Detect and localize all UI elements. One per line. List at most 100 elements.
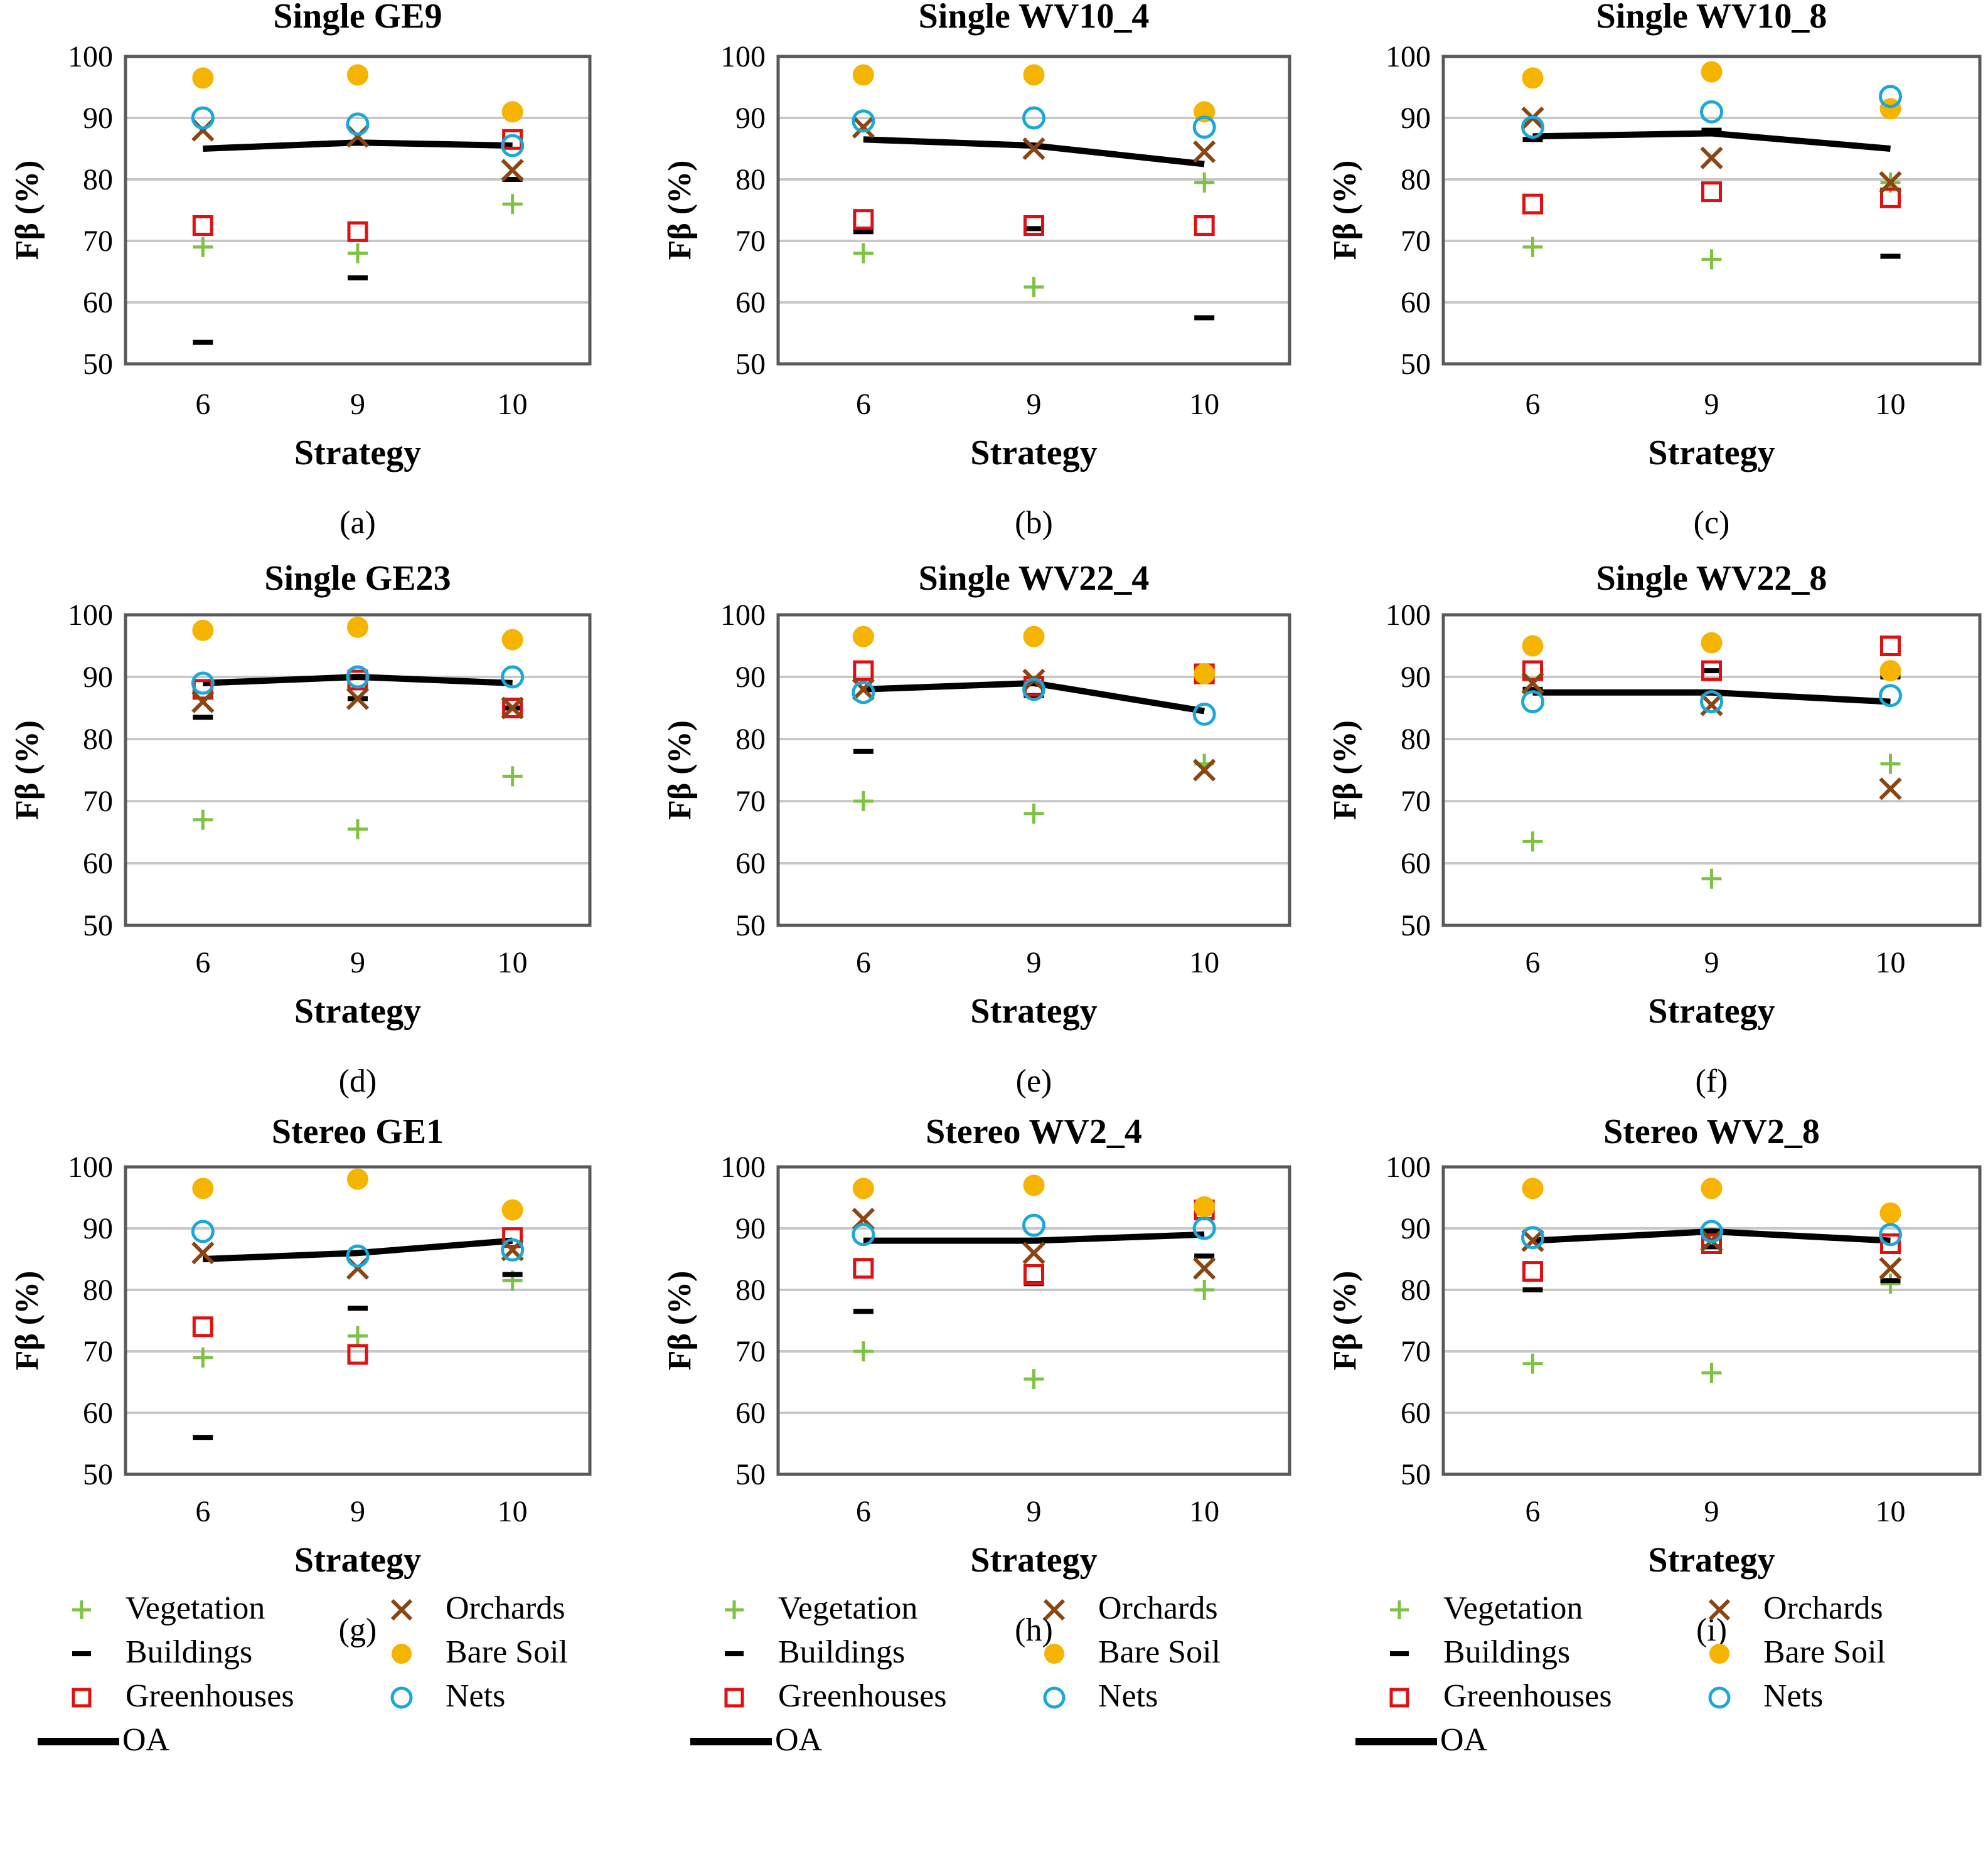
legend-item-vegetation: Vegetation [725,1590,917,1626]
legend-item-orchards: Orchards [1043,1590,1218,1626]
point-vegetation [853,1341,874,1361]
legend-item-nets: Nets [390,1678,505,1714]
legend-marker-vegetation [1390,1600,1409,1619]
x-tick-label: 10 [1876,388,1906,421]
point-bare-soil [852,1178,874,1200]
legend-label: Buildings [126,1634,252,1670]
point-nets [346,112,370,136]
point-buildings [853,748,874,754]
point-buildings [1023,226,1044,231]
point-orchards [1700,146,1723,169]
point-nets [1022,678,1045,701]
point-bare-soil [1023,64,1045,86]
point-greenhouses [853,1258,874,1279]
y-tick-label: 50 [1401,348,1431,381]
series-oa-line [1532,130,1891,152]
chart-title: Stereo WV2_4 [926,1112,1142,1151]
legend-label: OA [1440,1722,1488,1758]
y-tick-label: 100 [720,40,766,73]
y-tick-label: 50 [83,909,113,942]
point-nets [852,1223,875,1247]
y-tick-label: 50 [83,1458,113,1491]
x-tick-label: 9 [350,388,365,421]
y-axis-label: Fβ (%) [9,1271,45,1371]
point-nets [1022,106,1045,130]
point-orchards [1193,758,1216,782]
y-tick-label: 50 [735,348,766,381]
legend-label: Greenhouses [126,1678,294,1714]
y-tick-label: 50 [1401,1458,1431,1491]
plot-frame [1441,1165,1982,1476]
legend-marker-greenhouses [1389,1688,1409,1708]
y-tick-label: 70 [735,1335,766,1368]
chart-title: Single WV22_4 [919,559,1150,598]
x-axis-label: Strategy [294,1541,421,1580]
point-buildings [348,275,368,280]
point-vegetation [1194,172,1215,193]
legend-label: Greenhouses [1443,1678,1612,1714]
y-tick-label: 70 [1401,225,1431,258]
x-tick-label: 9 [1704,946,1719,979]
legend-marker-greenhouses [724,1688,744,1708]
legend-item-buildings: Buildings [72,1634,252,1670]
y-tick-label: 90 [83,1212,113,1245]
legend-item-orchards: Orchards [390,1590,565,1626]
legend-label: Nets [1098,1678,1158,1714]
point-nets [1521,690,1544,714]
legend-marker-buildings [1390,1651,1409,1656]
y-tick-label: 80 [735,163,766,196]
point-greenhouses [502,1227,523,1248]
x-tick-label: 6 [195,388,210,421]
y-tick-label: 100 [1386,40,1431,73]
point-vegetation [1701,249,1722,270]
legend-marker-buildings [725,1651,744,1656]
panel-caption: (g) [339,1612,377,1648]
legend-label: Bare Soil [446,1634,568,1670]
series-oa-line [203,673,513,686]
point-bare-soil [501,629,523,651]
y-tick-label: 60 [83,1397,113,1430]
chart-title: Single WV10_8 [1596,0,1827,36]
point-vegetation [348,1326,368,1346]
point-bare-soil [1522,635,1544,657]
point-nets [501,134,525,157]
point-vegetation [1023,1369,1044,1390]
legend-item-buildings: Buildings [1390,1634,1570,1670]
point-greenhouses [1701,1233,1722,1254]
point-nets [1700,1220,1723,1243]
panel-caption: (c) [1694,505,1730,541]
legend-item-bare-soil: Bare Soil [1709,1634,1886,1670]
point-bare-soil [1194,663,1216,685]
x-tick-label: 10 [498,946,528,979]
legend-marker-vegetation [725,1600,744,1619]
x-tick-label: 6 [195,946,210,979]
point-bare-soil [192,67,214,89]
point-vegetation [1194,1280,1215,1300]
point-nets [501,1238,525,1262]
legend-label: Orchards [1098,1590,1218,1626]
point-buildings [1194,1253,1215,1259]
legend-label: Nets [446,1678,505,1714]
point-buildings [1701,1244,1722,1250]
y-tick-label: 100 [68,40,113,73]
series-oa-line [863,136,1205,168]
y-tick-label: 70 [83,225,113,258]
series-oa-line [203,1237,513,1262]
x-axis-label: Strategy [294,434,421,472]
x-tick-label: 9 [1027,388,1042,421]
point-bare-soil [501,1199,523,1221]
y-tick-label: 90 [735,1212,766,1245]
panel-single-ge9: Single GE9 50 60 70 80 90 100 6 9 10 Strategy Fβ (%… [9,0,592,541]
point-orchards [1879,1257,1902,1280]
point-orchards [1700,693,1723,716]
legend-label: Nets [1763,1678,1823,1714]
chart-title: Stereo WV2_8 [1603,1112,1820,1151]
point-buildings [193,715,213,720]
panel-stereo-wv2-4: Stereo WV2_4 50 60 70 80 90 100 6 9 10 Strategy Fβ … [662,1112,1291,1758]
point-nets [1521,115,1544,139]
point-orchards [1521,1229,1544,1252]
legend: Vegetation Orchards Buildings Bare Soil Gree… [1355,1590,1886,1758]
legend-item-bare-soil: Bare Soil [1044,1634,1221,1670]
panel-single-wv10-8: Single WV10_8 50 60 70 80 90 100 6 9 10 Strategy Fβ… [1327,0,1982,541]
y-tick-label: 80 [735,723,766,756]
